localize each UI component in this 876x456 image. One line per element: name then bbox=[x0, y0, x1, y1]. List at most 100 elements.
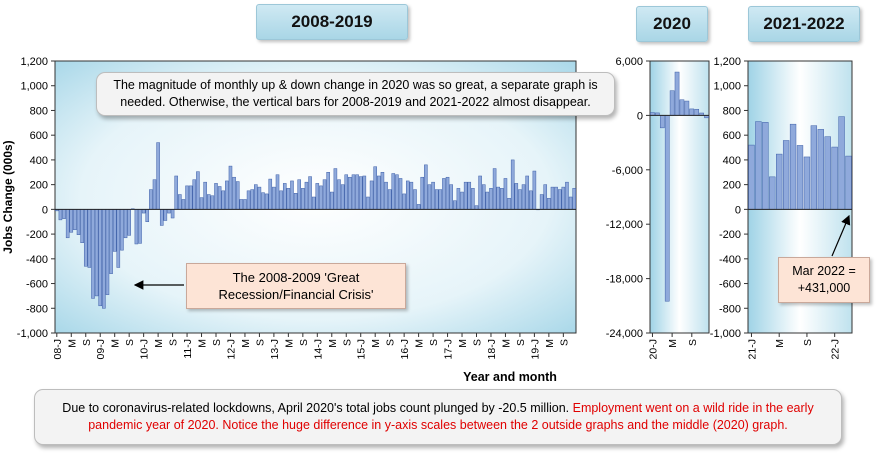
bar bbox=[257, 186, 262, 210]
y-tick-label: -6,000 bbox=[612, 165, 643, 177]
bar bbox=[127, 209, 131, 236]
note-mar-2022: Mar 2022 = +431,000 bbox=[778, 257, 870, 303]
bar bbox=[755, 121, 762, 210]
y-tick-label: -24,000 bbox=[606, 328, 643, 340]
bar bbox=[268, 178, 273, 210]
bar bbox=[500, 188, 504, 210]
bar bbox=[340, 184, 345, 210]
bar bbox=[456, 188, 461, 210]
x-tick-label: S bbox=[802, 339, 814, 346]
bar bbox=[824, 136, 831, 210]
chart-2021-2022: 1,200 1,000 800 600 400 200 0 -200 -400 -600 -800 -… bbox=[710, 56, 853, 359]
y-tick-label: -800 bbox=[26, 303, 48, 315]
bar bbox=[185, 185, 189, 210]
bar bbox=[91, 209, 95, 299]
bar bbox=[138, 209, 142, 244]
y-tick-label: -12,000 bbox=[606, 219, 643, 231]
bar bbox=[659, 115, 665, 129]
bar bbox=[547, 197, 551, 210]
panel-title-2021-2022: 2021-2022 bbox=[748, 6, 860, 42]
bar bbox=[572, 188, 576, 210]
y-tick-label: 1,200 bbox=[713, 56, 741, 68]
bar bbox=[474, 205, 479, 210]
bar bbox=[279, 190, 283, 210]
y-tick-label: 0 bbox=[42, 204, 48, 216]
footer-note: Due to coronavirus-related lockdowns, Ap… bbox=[34, 389, 842, 445]
x-tick-label: M bbox=[457, 339, 469, 348]
bar bbox=[427, 184, 432, 210]
bar bbox=[496, 186, 500, 210]
y-tick-label: 1,000 bbox=[20, 81, 48, 93]
y-tick-label: 6,000 bbox=[615, 56, 643, 68]
x-tick-label: S bbox=[298, 339, 310, 346]
bar bbox=[485, 191, 490, 210]
y-tick-label: 0 bbox=[735, 204, 741, 216]
bar bbox=[102, 209, 106, 309]
bar bbox=[838, 116, 845, 210]
bar bbox=[810, 125, 818, 210]
bar bbox=[112, 209, 117, 252]
panel-title-2020: 2020 bbox=[636, 6, 708, 42]
y-tick-label: 600 bbox=[30, 130, 48, 142]
bar bbox=[817, 129, 824, 210]
bar bbox=[684, 100, 690, 116]
bar bbox=[384, 181, 388, 210]
x-tick-label: S bbox=[558, 339, 570, 346]
bar bbox=[159, 209, 164, 226]
note-recession-line1: The 2008-2009 'Great bbox=[232, 270, 360, 285]
bar bbox=[831, 146, 838, 210]
bar bbox=[413, 189, 417, 210]
bar bbox=[250, 189, 254, 210]
bar bbox=[478, 175, 482, 210]
bar bbox=[373, 166, 377, 210]
bar bbox=[210, 195, 215, 210]
bar bbox=[181, 199, 186, 210]
bar bbox=[503, 178, 508, 210]
x-tick-label: 20-J bbox=[647, 339, 659, 359]
y-tick-label: -400 bbox=[26, 254, 48, 266]
bar bbox=[98, 209, 102, 307]
bar bbox=[348, 176, 352, 210]
bar bbox=[358, 176, 363, 210]
note-mar-line2: +431,000 bbox=[797, 281, 851, 295]
x-tick-label: M bbox=[544, 339, 556, 348]
bar bbox=[192, 179, 197, 210]
bar bbox=[565, 181, 569, 210]
y-tick-label: 200 bbox=[723, 180, 741, 192]
bar bbox=[395, 174, 399, 210]
bar bbox=[424, 164, 428, 210]
x-tick-label: S bbox=[428, 339, 440, 346]
x-tick-label: M bbox=[327, 339, 339, 348]
bar bbox=[776, 153, 783, 210]
x-tick-label: 08-J bbox=[52, 339, 64, 359]
x-tick-label: S bbox=[341, 339, 353, 346]
bar bbox=[557, 189, 562, 210]
bar bbox=[402, 193, 406, 210]
bar bbox=[355, 174, 359, 210]
bar bbox=[782, 140, 790, 210]
x-tick-label: M bbox=[240, 339, 252, 348]
y-tick-label: -200 bbox=[26, 229, 48, 241]
x-tick-label: 19-J bbox=[529, 339, 541, 359]
y-tick-label: -1,000 bbox=[710, 328, 741, 340]
x-tick-label: 14-J bbox=[312, 339, 324, 359]
bar bbox=[471, 188, 475, 210]
bar bbox=[463, 181, 468, 210]
bar bbox=[521, 184, 526, 210]
bar bbox=[214, 183, 218, 210]
bar bbox=[73, 209, 77, 231]
note-great-recession: The 2008-2009 'Great Recession/Financial… bbox=[186, 263, 406, 309]
bar bbox=[174, 175, 178, 210]
bar bbox=[525, 175, 529, 210]
bar bbox=[568, 196, 573, 210]
bar bbox=[170, 209, 175, 219]
x-tick-label: 17-J bbox=[443, 339, 455, 359]
x-tick-label: S bbox=[472, 339, 484, 346]
bar bbox=[514, 183, 519, 210]
y-tick-label: -600 bbox=[719, 279, 741, 291]
x-tick-label: M bbox=[370, 339, 382, 348]
x-tick-label: M bbox=[283, 339, 295, 348]
bar bbox=[272, 186, 276, 210]
bar bbox=[297, 179, 301, 210]
panel-title-2008-2019: 2008-2019 bbox=[256, 4, 408, 40]
